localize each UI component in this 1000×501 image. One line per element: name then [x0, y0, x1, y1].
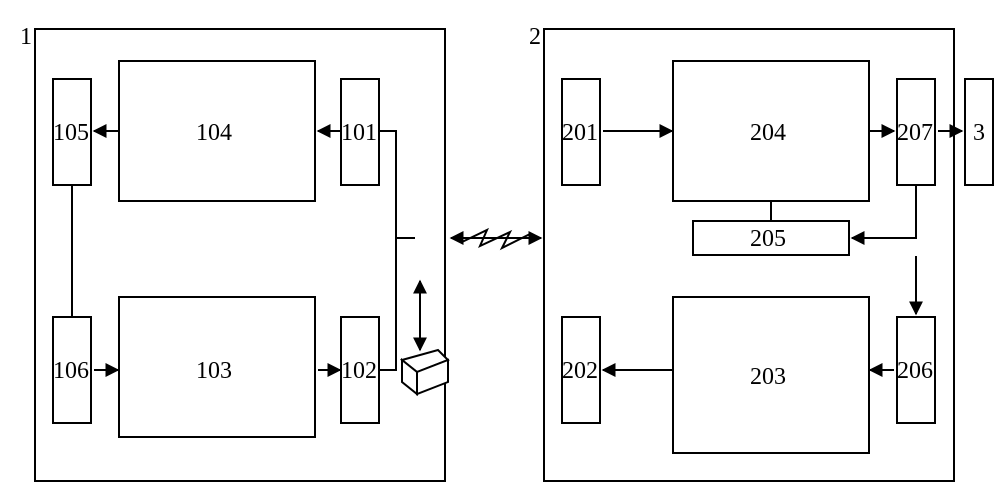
block-103-label: 103 — [196, 358, 232, 385]
block-3-label: 3 — [973, 120, 985, 147]
block-204-label: 204 — [750, 120, 786, 147]
block-105-label: 105 — [53, 120, 89, 147]
block-201-label: 201 — [562, 120, 598, 147]
block-206-label: 206 — [897, 358, 933, 385]
block-202-label: 202 — [562, 358, 598, 385]
block-106-label: 106 — [53, 358, 89, 385]
block-205-label: 205 — [750, 226, 786, 253]
diagram-stage: 1 2 104 103 105 106 101 102 204 205 203 … — [0, 0, 1000, 501]
block-4-label: 4 — [416, 360, 428, 387]
block-102-label: 102 — [341, 358, 377, 385]
block-203-label: 203 — [750, 364, 786, 391]
block-101-label: 101 — [341, 120, 377, 147]
frame-right-label: 2 — [529, 24, 541, 51]
block-207-label: 207 — [897, 120, 933, 147]
block-104-label: 104 — [196, 120, 232, 147]
wireless-icon — [462, 230, 530, 248]
frame-left-label: 1 — [20, 24, 32, 51]
